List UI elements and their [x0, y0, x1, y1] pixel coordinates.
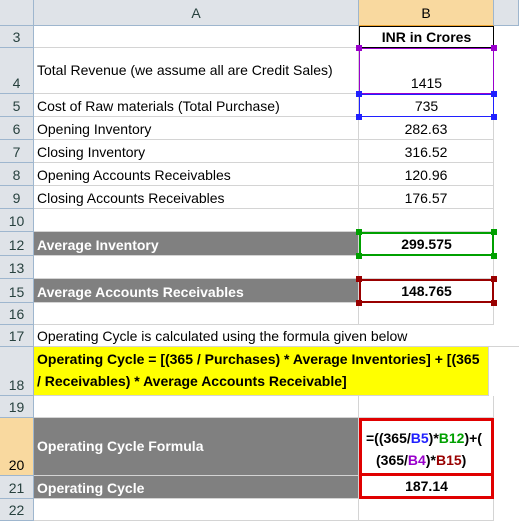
- row-header[interactable]: 15: [0, 279, 34, 303]
- row-header[interactable]: 22: [0, 499, 34, 521]
- cell-a9[interactable]: Closing Accounts Receivables: [34, 186, 359, 209]
- formula-part: )+(: [464, 430, 482, 446]
- formula-part: )*: [428, 430, 439, 446]
- row-header[interactable]: 19: [0, 396, 34, 418]
- range-handle[interactable]: [356, 114, 362, 120]
- range-handle[interactable]: [356, 229, 362, 235]
- range-handle[interactable]: [356, 276, 362, 282]
- formula-part: ): [461, 452, 467, 468]
- row-header[interactable]: 17: [0, 325, 34, 347]
- cell-b3[interactable]: INR in Crores: [359, 26, 494, 48]
- cell-a18[interactable]: Operating Cycle = [(365 / Purchases) * A…: [34, 347, 489, 396]
- range-handle[interactable]: [491, 114, 497, 120]
- formula-part: )*: [425, 452, 436, 468]
- cell-b6[interactable]: 282.63: [359, 117, 494, 140]
- cell-b21[interactable]: 187.14: [359, 476, 494, 499]
- cell-a7[interactable]: Closing Inventory: [34, 140, 359, 163]
- range-handle[interactable]: [491, 91, 497, 97]
- row-header[interactable]: 20: [0, 418, 34, 476]
- row-header[interactable]: 21: [0, 476, 34, 499]
- cell-a21[interactable]: Operating Cycle: [34, 476, 359, 499]
- row-header[interactable]: 6: [0, 117, 34, 140]
- cell-a20[interactable]: Operating Cycle Formula: [34, 418, 359, 476]
- formula-part: =((365/: [366, 430, 411, 446]
- formula-ref-b5: B5: [410, 430, 429, 446]
- cell-b22[interactable]: [359, 499, 494, 521]
- cell-a4[interactable]: Total Revenue (we assume all are Credit …: [34, 48, 359, 94]
- cell-b7[interactable]: 316.52: [359, 140, 494, 163]
- formula-ref-b15: B15: [435, 452, 462, 468]
- row-header[interactable]: 10: [0, 209, 34, 232]
- select-all-corner[interactable]: [0, 0, 34, 26]
- cell-a5[interactable]: Cost of Raw materials (Total Purchase): [34, 94, 359, 117]
- row-header[interactable]: 7: [0, 140, 34, 163]
- cell-b5[interactable]: 735: [359, 94, 494, 117]
- row-header[interactable]: 4: [0, 48, 34, 94]
- cell-a16[interactable]: [34, 303, 359, 325]
- cell-a15[interactable]: Average Accounts Receivables: [34, 279, 359, 303]
- row-header[interactable]: 3: [0, 26, 34, 48]
- column-header-a[interactable]: A: [34, 0, 359, 26]
- formula-ref-b12: B12: [438, 430, 465, 446]
- cell-a3[interactable]: [34, 26, 359, 48]
- cell-b16[interactable]: [359, 303, 494, 325]
- row-header[interactable]: 12: [0, 232, 34, 256]
- cell-b12[interactable]: 299.575: [359, 232, 494, 256]
- range-handle[interactable]: [356, 253, 362, 259]
- cell-a19[interactable]: [34, 396, 359, 418]
- range-handle[interactable]: [491, 45, 497, 51]
- range-handle[interactable]: [491, 229, 497, 235]
- row-header[interactable]: 18: [0, 347, 34, 396]
- cell-b9[interactable]: 176.57: [359, 186, 494, 209]
- formula-text: =((365/B5)*B12)+( (365/B4)*B15): [366, 430, 482, 468]
- column-header-b[interactable]: B: [359, 0, 494, 26]
- cell-b15[interactable]: 148.765: [359, 279, 494, 303]
- cell-a13[interactable]: [34, 256, 359, 279]
- cell-a8[interactable]: Opening Accounts Receivables: [34, 163, 359, 186]
- row-header[interactable]: 16: [0, 303, 34, 325]
- cell-a17[interactable]: Operating Cycle is calculated using the …: [34, 325, 519, 347]
- cell-b20-formula[interactable]: =((365/B5)*B12)+( (365/B4)*B15): [359, 418, 494, 476]
- range-handle[interactable]: [491, 300, 497, 306]
- cell-a22[interactable]: [34, 499, 359, 521]
- row-header[interactable]: 13: [0, 256, 34, 279]
- column-header-c[interactable]: [494, 0, 519, 26]
- cell-a12[interactable]: Average Inventory: [34, 232, 359, 256]
- range-handle[interactable]: [491, 276, 497, 282]
- cell-b19[interactable]: [359, 396, 494, 418]
- cell-b10[interactable]: [359, 209, 494, 232]
- range-handle[interactable]: [356, 91, 362, 97]
- range-handle[interactable]: [491, 253, 497, 259]
- range-handle[interactable]: [356, 300, 362, 306]
- formula-ref-b4: B4: [407, 452, 426, 468]
- row-header[interactable]: 8: [0, 163, 34, 186]
- row-header[interactable]: 9: [0, 186, 34, 209]
- cell-b13[interactable]: [359, 256, 494, 279]
- range-handle[interactable]: [356, 45, 362, 51]
- cell-b4[interactable]: 1415: [359, 48, 494, 94]
- cell-a10[interactable]: [34, 209, 359, 232]
- row-header[interactable]: 5: [0, 94, 34, 117]
- cell-a6[interactable]: Opening Inventory: [34, 117, 359, 140]
- formula-part: (365/: [376, 452, 408, 468]
- cell-b8[interactable]: 120.96: [359, 163, 494, 186]
